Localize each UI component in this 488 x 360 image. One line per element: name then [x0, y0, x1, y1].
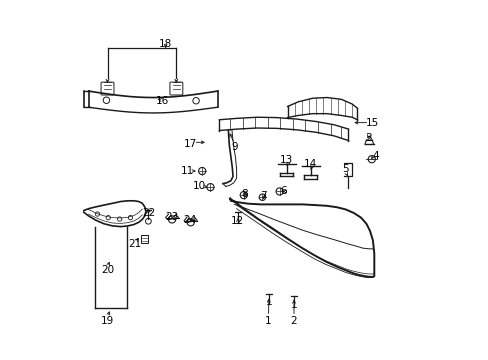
Text: 17: 17	[183, 139, 196, 149]
FancyBboxPatch shape	[101, 82, 114, 95]
Text: 1: 1	[264, 316, 271, 325]
Text: 22: 22	[142, 208, 155, 218]
Text: 20: 20	[101, 265, 114, 275]
FancyBboxPatch shape	[169, 82, 183, 95]
Text: 21: 21	[128, 239, 142, 249]
Bar	[141, 235, 148, 243]
Text: 10: 10	[193, 181, 206, 192]
Text: 13: 13	[280, 155, 293, 165]
Text: 11: 11	[180, 166, 193, 176]
Text: 14: 14	[304, 159, 317, 169]
Text: 8: 8	[241, 189, 247, 199]
Text: 16: 16	[155, 96, 168, 106]
Text: 12: 12	[230, 216, 244, 226]
Text: 18: 18	[159, 40, 172, 49]
Text: 15: 15	[366, 118, 379, 128]
Text: 19: 19	[101, 316, 114, 325]
Text: 4: 4	[371, 150, 378, 161]
Text: 23: 23	[165, 212, 178, 221]
Text: 24: 24	[183, 215, 196, 225]
Text: 9: 9	[231, 142, 237, 152]
Text: 7: 7	[260, 191, 266, 201]
Text: 5: 5	[342, 164, 348, 174]
Text: 3: 3	[364, 133, 371, 143]
Text: 6: 6	[280, 186, 286, 197]
Text: 2: 2	[290, 316, 297, 325]
